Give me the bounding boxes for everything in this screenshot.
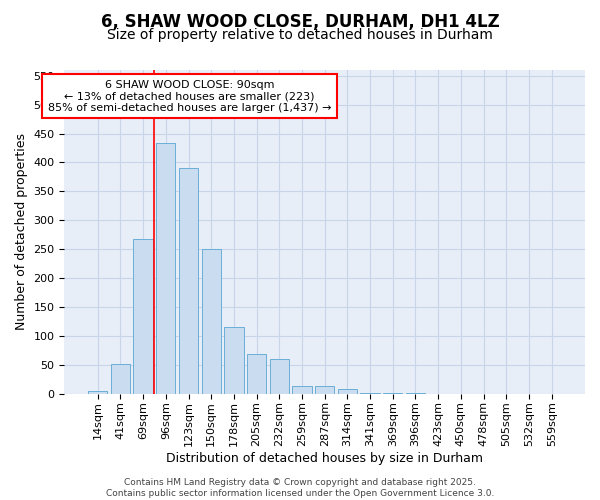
- Text: Contains HM Land Registry data © Crown copyright and database right 2025.
Contai: Contains HM Land Registry data © Crown c…: [106, 478, 494, 498]
- Bar: [361, 393, 380, 394]
- Bar: [338, 389, 357, 394]
- Bar: [292, 386, 311, 394]
- Bar: [269, 359, 289, 394]
- Bar: [247, 354, 266, 394]
- Bar: [383, 393, 403, 394]
- X-axis label: Distribution of detached houses by size in Durham: Distribution of detached houses by size …: [166, 452, 483, 465]
- Text: Size of property relative to detached houses in Durham: Size of property relative to detached ho…: [107, 28, 493, 42]
- Bar: [315, 386, 334, 394]
- Bar: [133, 240, 153, 394]
- Bar: [406, 393, 425, 394]
- Bar: [179, 168, 198, 394]
- Bar: [88, 392, 107, 394]
- Bar: [156, 144, 175, 394]
- Bar: [224, 326, 244, 394]
- Text: 6 SHAW WOOD CLOSE: 90sqm
← 13% of detached houses are smaller (223)
85% of semi-: 6 SHAW WOOD CLOSE: 90sqm ← 13% of detach…: [47, 80, 331, 113]
- Text: 6, SHAW WOOD CLOSE, DURHAM, DH1 4LZ: 6, SHAW WOOD CLOSE, DURHAM, DH1 4LZ: [101, 12, 499, 30]
- Y-axis label: Number of detached properties: Number of detached properties: [15, 134, 28, 330]
- Bar: [111, 364, 130, 394]
- Bar: [202, 249, 221, 394]
